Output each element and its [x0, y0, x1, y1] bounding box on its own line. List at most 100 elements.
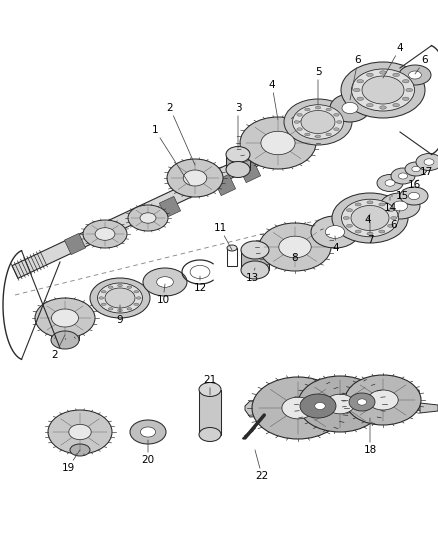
- Ellipse shape: [297, 128, 302, 131]
- Text: 4: 4: [383, 43, 403, 78]
- Ellipse shape: [117, 284, 122, 287]
- Text: 18: 18: [364, 418, 377, 455]
- Ellipse shape: [357, 399, 367, 405]
- Text: 8: 8: [292, 253, 298, 263]
- Ellipse shape: [342, 102, 358, 114]
- Ellipse shape: [90, 278, 150, 318]
- Ellipse shape: [315, 106, 321, 109]
- FancyBboxPatch shape: [199, 390, 221, 434]
- Ellipse shape: [345, 375, 421, 425]
- Ellipse shape: [377, 174, 403, 191]
- Text: 9: 9: [117, 305, 124, 325]
- Ellipse shape: [134, 290, 139, 293]
- Ellipse shape: [343, 216, 349, 220]
- Ellipse shape: [391, 216, 397, 220]
- Ellipse shape: [69, 424, 91, 440]
- Ellipse shape: [362, 76, 404, 104]
- Ellipse shape: [408, 192, 420, 199]
- Ellipse shape: [226, 147, 250, 163]
- Ellipse shape: [392, 201, 408, 211]
- Ellipse shape: [261, 131, 295, 155]
- Ellipse shape: [284, 99, 352, 145]
- Text: 4: 4: [365, 214, 371, 225]
- Ellipse shape: [130, 420, 166, 444]
- Ellipse shape: [108, 286, 113, 288]
- Ellipse shape: [326, 133, 331, 136]
- Ellipse shape: [326, 108, 331, 111]
- Ellipse shape: [325, 225, 345, 238]
- Ellipse shape: [388, 224, 394, 227]
- Text: 4: 4: [268, 80, 278, 120]
- Ellipse shape: [393, 73, 399, 77]
- Ellipse shape: [403, 97, 409, 100]
- Polygon shape: [64, 233, 86, 255]
- Ellipse shape: [101, 290, 106, 293]
- Ellipse shape: [35, 298, 95, 338]
- Ellipse shape: [241, 261, 269, 279]
- Ellipse shape: [351, 206, 389, 230]
- Ellipse shape: [353, 88, 360, 92]
- Ellipse shape: [367, 103, 373, 107]
- Text: 10: 10: [156, 284, 170, 305]
- FancyBboxPatch shape: [226, 155, 250, 169]
- Text: 11: 11: [213, 223, 232, 250]
- Ellipse shape: [367, 73, 373, 77]
- Polygon shape: [12, 136, 293, 278]
- Ellipse shape: [334, 114, 339, 116]
- Ellipse shape: [190, 265, 210, 279]
- Ellipse shape: [105, 288, 135, 308]
- Text: 3: 3: [235, 103, 241, 148]
- Text: 6: 6: [350, 55, 361, 100]
- Text: 19: 19: [61, 450, 80, 473]
- Ellipse shape: [128, 205, 168, 231]
- Ellipse shape: [367, 232, 373, 235]
- Ellipse shape: [48, 410, 112, 454]
- Text: 15: 15: [391, 191, 409, 201]
- Ellipse shape: [127, 286, 132, 288]
- Text: 22: 22: [255, 450, 268, 481]
- Polygon shape: [420, 403, 438, 413]
- Ellipse shape: [297, 114, 302, 116]
- Ellipse shape: [143, 268, 187, 296]
- Ellipse shape: [108, 308, 113, 310]
- Ellipse shape: [240, 117, 316, 169]
- Ellipse shape: [167, 159, 223, 197]
- Ellipse shape: [252, 377, 344, 439]
- Ellipse shape: [83, 220, 127, 248]
- Ellipse shape: [300, 394, 336, 418]
- Ellipse shape: [301, 110, 335, 133]
- Ellipse shape: [336, 120, 342, 123]
- Text: 2: 2: [52, 335, 65, 360]
- Ellipse shape: [134, 303, 139, 305]
- Ellipse shape: [305, 396, 335, 416]
- Ellipse shape: [405, 162, 427, 176]
- Ellipse shape: [330, 94, 370, 122]
- Ellipse shape: [380, 193, 420, 219]
- Ellipse shape: [388, 209, 394, 212]
- Text: 1: 1: [152, 125, 190, 185]
- Ellipse shape: [136, 297, 141, 299]
- Ellipse shape: [393, 103, 399, 107]
- Ellipse shape: [380, 71, 386, 74]
- Ellipse shape: [140, 213, 156, 223]
- Ellipse shape: [157, 277, 173, 287]
- Ellipse shape: [400, 187, 428, 205]
- Ellipse shape: [416, 154, 438, 171]
- Ellipse shape: [424, 159, 434, 165]
- Ellipse shape: [51, 331, 79, 349]
- Ellipse shape: [391, 168, 415, 184]
- Ellipse shape: [346, 209, 353, 212]
- Ellipse shape: [141, 427, 155, 437]
- Text: 13: 13: [245, 268, 258, 283]
- Ellipse shape: [183, 170, 207, 186]
- Ellipse shape: [279, 236, 311, 258]
- Ellipse shape: [341, 62, 425, 118]
- Ellipse shape: [379, 230, 385, 233]
- Ellipse shape: [334, 128, 339, 131]
- Ellipse shape: [127, 308, 132, 310]
- Ellipse shape: [293, 105, 343, 139]
- Polygon shape: [159, 196, 180, 217]
- Ellipse shape: [367, 201, 373, 204]
- Ellipse shape: [346, 224, 353, 227]
- Text: 4: 4: [333, 236, 339, 253]
